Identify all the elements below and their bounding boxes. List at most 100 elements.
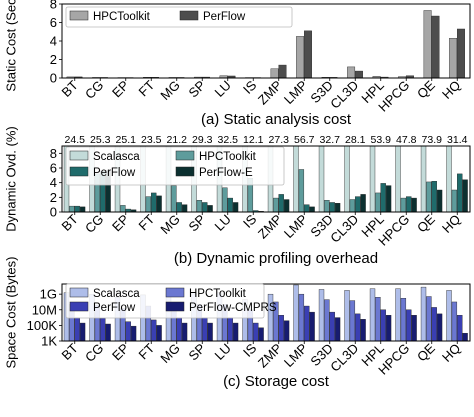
x-tick-label: MG (157, 212, 182, 237)
bar-hpctoolkit-hq (449, 38, 458, 79)
bar-perflow-cl3d (355, 196, 361, 213)
bar-perflow-zmp (278, 64, 287, 79)
x-tick-label: CL3D (327, 78, 361, 112)
axes-frame (61, 145, 471, 213)
bar-perflow-cmprs-qe (436, 313, 443, 342)
bar-scalasca-lmp (293, 145, 299, 213)
bar-perflow-cl3d (355, 313, 361, 342)
x-tick-label: BT (59, 211, 81, 233)
bar-scalasca-qe (420, 145, 427, 213)
x-tick-label: LMP (281, 341, 311, 371)
overflow-value-label: 21.2 (167, 134, 188, 146)
bar-perflow-cmprs-hpl (385, 315, 392, 342)
bar-hpctoolkit-s3d (324, 299, 330, 342)
bar-perflow-cmprs-lmp (309, 311, 315, 342)
bar-scalasca-qe (420, 286, 427, 342)
bar-perflow-cmprs-cl3d (360, 319, 366, 342)
legend-swatch-perflow (179, 10, 199, 21)
x-tick-label: ZMP (255, 341, 285, 371)
overflow-value-label: 28.1 (345, 134, 366, 146)
bar-perflow-lmp (304, 305, 310, 342)
bar-hpctoolkit-hq (451, 301, 458, 342)
x-tick-label: LU (212, 341, 234, 363)
y-tick-label: 2 (50, 52, 57, 67)
bar-hpctoolkit-cl3d (349, 300, 356, 342)
bar-hpctoolkit-zmp (273, 197, 279, 213)
overflow-value-label: 25.3 (90, 134, 111, 146)
legend-box (65, 283, 265, 319)
legend-label-hpctoolkit: HPCToolkit (93, 11, 151, 23)
panel-caption: (a) Static analysis cost (201, 111, 352, 128)
bar-perflow-hq (457, 173, 463, 213)
bar-perflow-ep (125, 321, 131, 342)
chart-panel-2: BT 24.5 CG 25.3 EP 25.1 FT 23.5 MG 21.2 SP 29.3 LU 32… (3, 126, 471, 267)
x-tick-label: HQ (439, 212, 463, 236)
bar-perflow-cmprs-is (258, 327, 264, 342)
bar-perflow-lu (227, 317, 233, 342)
y-tick-label: 4 (50, 175, 57, 190)
bar-perflow-cmprs-lu (232, 322, 239, 342)
bar-hpctoolkit-lmp (298, 169, 305, 213)
bar-perflow-e-mg (181, 204, 188, 213)
bar-hpctoolkit-qe (426, 181, 432, 213)
bar-scalasca-hpl (369, 288, 376, 342)
bar-perflow-e-zmp (283, 199, 290, 213)
bar-perflow-hpl (380, 309, 386, 342)
bar-perflow-hq (457, 28, 465, 79)
legend-label-perflow-cmprs: PerFlow-CMPRS (189, 302, 277, 314)
y-tick-label: 10M (32, 302, 57, 317)
overflow-value-label: 47.8 (396, 134, 417, 146)
legend-box (65, 6, 293, 28)
bar-scalasca-hq (446, 145, 452, 213)
bar-perflow-sp (202, 317, 208, 342)
bar-perflow-cmprs-sp (207, 322, 213, 342)
y-tick-label: 8 (50, 0, 57, 12)
bar-perflow-mg (176, 317, 182, 342)
x-tick-label: EP (109, 78, 132, 101)
bar-scalasca-hpl (369, 145, 376, 213)
y-tick-label: 0 (50, 71, 57, 86)
overflow-value-label: 24.5 (65, 134, 86, 146)
overflow-value-label: 12.1 (243, 134, 264, 146)
y-tick-label: 100K (27, 318, 58, 333)
x-tick-label: LU (212, 78, 234, 100)
bar-scalasca-cl3d (344, 145, 350, 213)
y-axis-label: Dynamic Ovd. (%) (3, 126, 18, 231)
bar-hpctoolkit-qe (423, 10, 432, 79)
bar-scalasca-cl3d (344, 290, 350, 342)
bar-scalasca-s3d (318, 289, 325, 342)
x-tick-label: FT (136, 77, 158, 99)
bar-perflow-hpcg (406, 309, 412, 342)
bar-perflow-e-s3d (334, 202, 341, 213)
bar-perflow-cmprs-ep (130, 325, 137, 342)
x-tick-label: HQ (439, 78, 463, 102)
bar-hpctoolkit-zmp (270, 68, 279, 79)
legend-swatch-hpctoolkit (175, 150, 195, 161)
bar-perflow-s3d (329, 202, 335, 213)
bar-perflow-cmprs-cg (105, 323, 111, 342)
overflow-value-label: 32.5 (218, 134, 239, 146)
bar-perflow-cmprs-hq (462, 332, 468, 342)
bar-perflow-sp (202, 202, 208, 213)
overflow-value-label: 56.7 (294, 134, 315, 146)
overflow-value-label: 23.5 (141, 134, 162, 146)
bar-hpctoolkit-lu (222, 187, 228, 213)
overflow-value-label: 25.1 (116, 134, 137, 146)
bar-hpctoolkit-lmp (298, 293, 305, 342)
x-tick-label: CG (82, 212, 106, 236)
x-tick-label: MG (157, 78, 182, 103)
bar-perflow-e-bt (79, 206, 86, 213)
bar-perflow-zmp (278, 315, 284, 342)
panel-caption: (c) Storage cost (223, 373, 330, 390)
x-tick-label: QE (414, 340, 438, 364)
bar-perflow-e-ft (156, 195, 162, 213)
overflow-value-label: 53.9 (371, 134, 392, 146)
x-tick-label: CG (82, 78, 106, 102)
bar-hpctoolkit-cl3d (349, 199, 356, 213)
y-tick-label: 6 (50, 161, 57, 176)
x-tick-label: LMP (281, 212, 311, 242)
bar-perflow-e-cl3d (360, 194, 366, 213)
legend-swatch-perflow (69, 166, 89, 177)
